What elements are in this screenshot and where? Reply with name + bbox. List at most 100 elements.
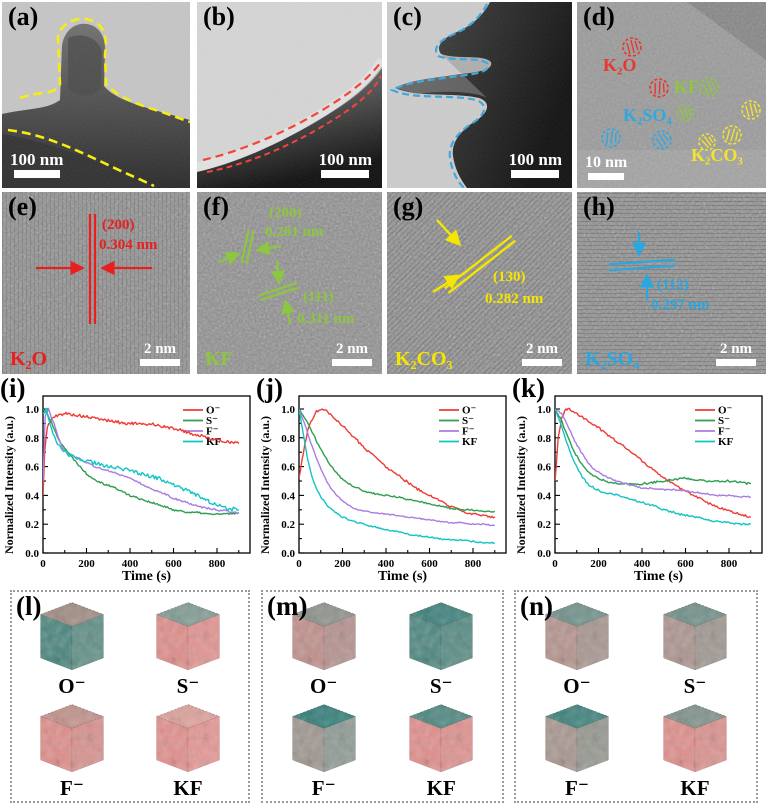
svg-text:400: 400 <box>634 558 651 570</box>
legend-label: F⁻ <box>718 426 731 438</box>
scale-bar: 2 nm <box>716 342 756 366</box>
panel-label-e: (e) <box>8 192 37 221</box>
svg-text:0.6: 0.6 <box>537 462 551 474</box>
cube-label: O⁻ <box>563 674 591 698</box>
volume-render-cube <box>544 703 610 772</box>
legend-label: S⁻ <box>462 415 474 427</box>
scale-bar-rect <box>13 170 60 178</box>
svg-text:0.0: 0.0 <box>25 548 39 560</box>
cube-panel-m: (m) O⁻ S⁻ F⁻ KF <box>261 590 504 803</box>
scale-bar: 2 nm <box>140 342 180 366</box>
scale-bar-rect <box>716 359 756 366</box>
scale-bar-rect <box>588 173 625 180</box>
phase-label-k2o: K₂O <box>603 55 637 75</box>
volume-render-cube <box>39 602 105 671</box>
cube-cell: O⁻ <box>265 598 383 700</box>
plane-label: (112) <box>657 277 689 293</box>
panel-h: (112) 0.297 nm K₂SO₄ (h) 2 nm <box>577 192 766 374</box>
series-S⁻ <box>555 408 752 486</box>
scale-bar-rect <box>321 170 370 178</box>
legend-label: O⁻ <box>462 405 477 417</box>
legend-label: F⁻ <box>206 426 219 438</box>
legend-label: KF <box>462 436 478 448</box>
cube-panel-l: (l) O⁻ S⁻ F⁻ KF <box>10 590 250 803</box>
tem-image-c <box>387 2 572 188</box>
svg-text:200: 200 <box>334 558 351 570</box>
cube-label: S⁻ <box>683 674 707 698</box>
panel-a: (a) 100 nm <box>2 2 190 188</box>
panel-label-j: (j) <box>256 373 283 403</box>
svg-text:0: 0 <box>40 558 46 570</box>
svg-text:0: 0 <box>296 558 302 570</box>
cube-cell: F⁻ <box>14 700 130 802</box>
series-O⁻ <box>43 411 240 496</box>
series-F⁻ <box>299 408 495 527</box>
scale-bar-text: 2 nm <box>525 341 559 357</box>
legend-label: O⁻ <box>206 405 221 417</box>
spacing-label: 0.281 nm <box>265 224 324 240</box>
chart-j: (j) 0.0 0.2 0.4 0.6 0.8 1.0 0 200 400 600 800 Time … <box>256 373 512 584</box>
cube-grid-m: O⁻ S⁻ F⁻ KF <box>263 592 502 801</box>
phase-label-k2so4: K₂SO₄ <box>623 105 672 125</box>
panel-g: (130) 0.282 nm K₂CO₃ (g) 2 nm <box>387 192 572 374</box>
series-S⁻ <box>299 408 496 513</box>
material-label: K₂CO₃ <box>395 348 453 370</box>
tem-image-b <box>197 2 382 188</box>
x-axis-label: Time (s) <box>634 569 683 584</box>
x-axis-label: Time (s) <box>122 569 171 584</box>
hrtem-image-f <box>197 192 382 374</box>
panel-b: (b) 100 nm <box>197 2 382 188</box>
cube-panel-n: (n) O⁻ S⁻ F⁻ KF <box>514 590 758 803</box>
panel-e: (200) 0.304 nm K₂O (e) 2 nm <box>2 192 190 374</box>
panel-label-i: (i) <box>0 373 26 403</box>
series-KF <box>43 407 239 512</box>
svg-text:800: 800 <box>465 558 482 570</box>
cube-label: S⁻ <box>429 674 453 698</box>
plane-label: (111) <box>303 289 334 305</box>
svg-text:0.2: 0.2 <box>25 519 39 531</box>
spacing-label: 0.304 nm <box>99 237 158 253</box>
scale-bar: 2 nm <box>522 342 562 366</box>
scale-bar-rect <box>332 359 372 366</box>
y-axis-label: Normalized Intensity (a.u.) <box>514 416 528 554</box>
cube-label: S⁻ <box>176 674 200 698</box>
cube-label: F⁻ <box>565 775 589 800</box>
cube-label: KF <box>426 775 456 800</box>
plane-label: (130) <box>493 269 526 285</box>
svg-text:0.4: 0.4 <box>537 490 551 502</box>
volume-render-cube <box>662 703 728 772</box>
svg-text:1.0: 1.0 <box>25 404 39 416</box>
panel-label-c: (c) <box>393 2 422 31</box>
svg-text:400: 400 <box>122 558 139 570</box>
svg-text:400: 400 <box>378 558 395 570</box>
legend-label: S⁻ <box>718 415 730 427</box>
series-F⁻ <box>555 408 752 498</box>
volume-render-cube <box>408 703 474 772</box>
cube-cell: O⁻ <box>14 598 130 700</box>
volume-render-cube <box>291 602 357 671</box>
spacing-label: 0.282 nm <box>485 291 544 307</box>
panel-d: K₂O KF K₂SO₄ K₂CO₃ (d) 10 nm <box>577 2 766 188</box>
cube-cell: S⁻ <box>130 598 246 700</box>
panel-label-d: (d) <box>583 2 615 31</box>
panel-label-k: (k) <box>512 373 545 403</box>
lattice-annotation-h <box>608 232 676 300</box>
legend-label: S⁻ <box>206 415 218 427</box>
panel-label-h: (h) <box>583 192 615 221</box>
scale-bar-text: 2 nm <box>143 341 177 357</box>
cube-cell: F⁻ <box>518 700 636 802</box>
chart-k: (k) 0.0 0.2 0.4 0.6 0.8 1.0 0 200 400 600 800 Time … <box>512 373 768 584</box>
scale-bar-text: 100 nm <box>10 150 64 169</box>
panel-label-n: (n) <box>520 591 553 621</box>
material-label: K₂O <box>10 348 48 370</box>
svg-text:800: 800 <box>209 558 226 570</box>
cube-label: F⁻ <box>60 775 84 800</box>
cube-cell: S⁻ <box>636 598 754 700</box>
scale-bar-text: 100 nm <box>508 150 562 169</box>
svg-text:0.2: 0.2 <box>537 519 551 531</box>
svg-text:0.8: 0.8 <box>281 433 295 445</box>
volume-render-cube <box>155 602 221 671</box>
spacing-label: 0.311 nm <box>297 311 355 327</box>
cube-grid-n: O⁻ S⁻ F⁻ KF <box>516 592 756 801</box>
